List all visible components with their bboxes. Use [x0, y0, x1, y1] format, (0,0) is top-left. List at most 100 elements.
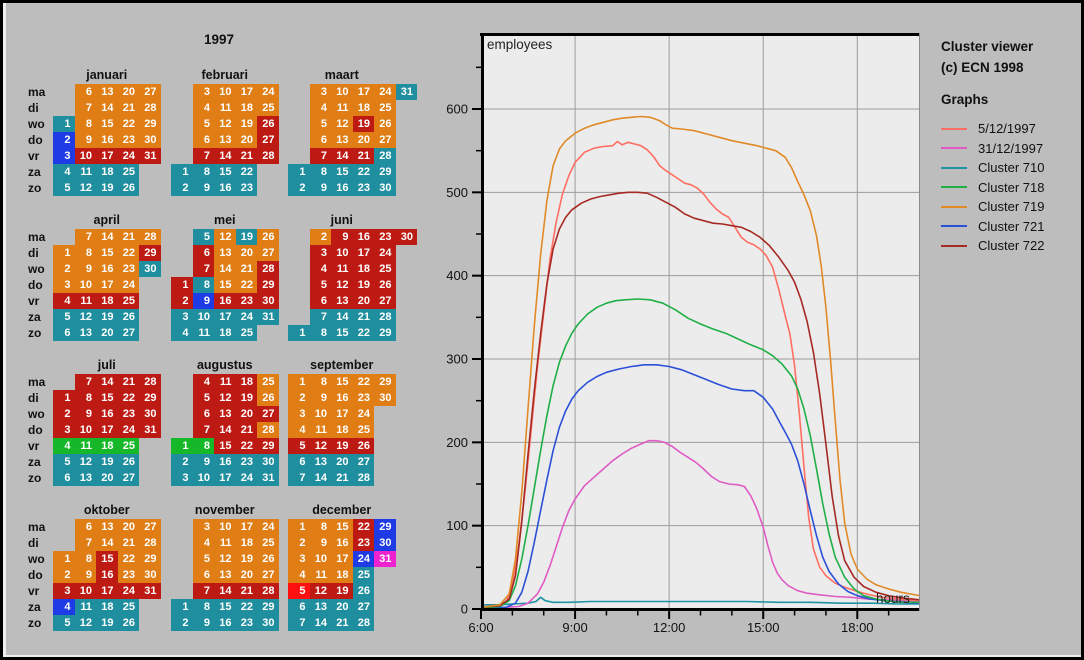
calendar-day[interactable]: 16	[214, 293, 236, 309]
calendar-day[interactable]: 28	[374, 309, 396, 325]
calendar-day[interactable]: 29	[257, 438, 279, 454]
calendar-day[interactable]: 18	[331, 567, 353, 583]
calendar-day[interactable]: 13	[331, 132, 353, 148]
calendar-day[interactable]: 15	[331, 519, 353, 535]
calendar-day[interactable]: 16	[96, 132, 118, 148]
calendar-day[interactable]: 25	[117, 599, 139, 615]
calendar-day[interactable]: 9	[192, 454, 214, 470]
calendar-day[interactable]: 2	[53, 261, 75, 277]
calendar-day[interactable]: 23	[235, 180, 257, 196]
calendar-day[interactable]: 10	[214, 519, 236, 535]
calendar-day[interactable]: 21	[235, 583, 257, 599]
calendar-day[interactable]: 29	[139, 116, 161, 132]
calendar-day[interactable]: 29	[257, 599, 279, 615]
calendar-day[interactable]: 27	[257, 245, 279, 261]
calendar-day[interactable]: 15	[96, 245, 118, 261]
calendar-day[interactable]: 16	[214, 180, 236, 196]
calendar-day[interactable]: 14	[309, 615, 331, 631]
calendar-day[interactable]: 8	[309, 519, 331, 535]
calendar-day[interactable]: 31	[139, 422, 161, 438]
calendar-day[interactable]: 25	[352, 567, 374, 583]
calendar-day[interactable]: 30	[139, 567, 161, 583]
calendar-day[interactable]: 1	[171, 164, 193, 180]
calendar-day[interactable]: 15	[214, 438, 236, 454]
calendar-day[interactable]: 13	[214, 132, 236, 148]
calendar-day[interactable]: 3	[288, 406, 310, 422]
calendar-day[interactable]: 2	[288, 535, 310, 551]
legend-item-5-12-1997[interactable]: 5/12/1997	[941, 119, 1081, 139]
calendar-day[interactable]: 8	[309, 374, 331, 390]
calendar-day[interactable]: 21	[117, 229, 139, 245]
calendar-day[interactable]: 18	[96, 164, 118, 180]
calendar-day[interactable]: 28	[139, 374, 161, 390]
calendar-day[interactable]: 27	[257, 132, 279, 148]
calendar-day[interactable]: 10	[74, 422, 96, 438]
calendar-day[interactable]: 12	[331, 116, 353, 132]
calendar-day[interactable]: 12	[214, 390, 236, 406]
calendar-day[interactable]: 22	[352, 519, 374, 535]
calendar-day[interactable]: 14	[309, 470, 331, 486]
calendar-day[interactable]: 11	[331, 261, 353, 277]
calendar-day[interactable]: 19	[352, 116, 374, 132]
calendar-day[interactable]: 12	[214, 229, 236, 245]
calendar-day[interactable]: 12	[309, 438, 331, 454]
calendar-day[interactable]: 22	[117, 245, 139, 261]
calendar-day[interactable]: 21	[235, 261, 257, 277]
calendar-day[interactable]: 3	[53, 148, 75, 164]
calendar-day[interactable]: 17	[352, 245, 374, 261]
calendar-day[interactable]: 17	[331, 551, 353, 567]
calendar-day[interactable]: 16	[331, 535, 353, 551]
calendar-day[interactable]: 24	[117, 422, 139, 438]
calendar-day[interactable]: 22	[117, 390, 139, 406]
calendar-day[interactable]: 22	[352, 374, 374, 390]
legend-item-Cluster-718[interactable]: Cluster 718	[941, 178, 1081, 198]
calendar-day[interactable]: 31	[139, 583, 161, 599]
calendar-day[interactable]: 10	[331, 245, 353, 261]
calendar-day[interactable]: 16	[352, 229, 374, 245]
calendar-day[interactable]: 15	[96, 551, 118, 567]
calendar-day[interactable]: 2	[53, 567, 75, 583]
calendar-day[interactable]: 15	[214, 164, 236, 180]
calendar-day[interactable]: 29	[139, 551, 161, 567]
calendar-day[interactable]: 8	[74, 551, 96, 567]
calendar-day[interactable]: 12	[214, 551, 236, 567]
calendar-day[interactable]: 6	[53, 325, 75, 341]
calendar-day[interactable]: 17	[96, 583, 118, 599]
calendar-day[interactable]: 18	[235, 100, 257, 116]
calendar-day[interactable]: 19	[96, 180, 118, 196]
calendar-day[interactable]: 17	[96, 422, 118, 438]
calendar-day[interactable]: 11	[309, 422, 331, 438]
legend-item-31-12-1997[interactable]: 31/12/1997	[941, 139, 1081, 159]
calendar-day[interactable]: 21	[117, 374, 139, 390]
calendar-day[interactable]: 6	[288, 454, 310, 470]
calendar-day[interactable]: 25	[257, 535, 279, 551]
calendar-day[interactable]: 12	[74, 180, 96, 196]
calendar-day[interactable]: 29	[374, 325, 396, 341]
calendar-day[interactable]: 10	[74, 148, 96, 164]
calendar-day[interactable]: 26	[117, 615, 139, 631]
calendar-day[interactable]: 13	[74, 470, 96, 486]
calendar-day[interactable]: 11	[214, 374, 236, 390]
calendar-day[interactable]: 29	[374, 164, 396, 180]
calendar-day[interactable]: 30	[257, 454, 279, 470]
calendar-day[interactable]: 24	[235, 470, 257, 486]
calendar-day[interactable]: 30	[139, 406, 161, 422]
calendar-day[interactable]: 19	[352, 277, 374, 293]
legend-item-Cluster-719[interactable]: Cluster 719	[941, 197, 1081, 217]
calendar-day[interactable]: 20	[331, 599, 353, 615]
calendar-day[interactable]: 23	[117, 567, 139, 583]
calendar-day[interactable]: 24	[352, 406, 374, 422]
calendar-day[interactable]: 15	[214, 277, 236, 293]
calendar-day[interactable]: 21	[117, 100, 139, 116]
calendar-day[interactable]: 20	[235, 132, 257, 148]
calendar-day[interactable]: 9	[331, 229, 353, 245]
calendar-day[interactable]: 25	[257, 100, 279, 116]
calendar-day[interactable]: 4	[288, 422, 310, 438]
calendar-day[interactable]: 24	[117, 277, 139, 293]
calendar-day[interactable]: 17	[235, 84, 257, 100]
calendar-day[interactable]: 10	[192, 309, 214, 325]
calendar-day[interactable]: 8	[192, 164, 214, 180]
calendar-day[interactable]: 5	[53, 180, 75, 196]
calendar-day[interactable]: 14	[214, 583, 236, 599]
calendar-day[interactable]: 30	[257, 615, 279, 631]
